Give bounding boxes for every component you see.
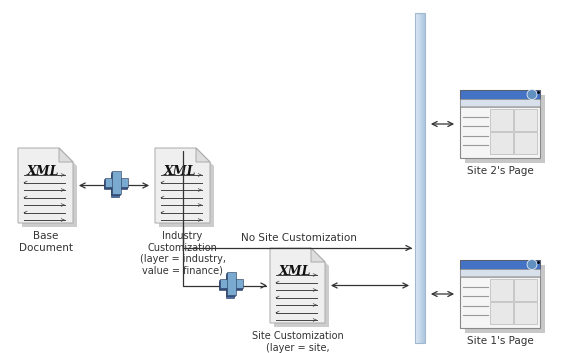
FancyBboxPatch shape [460,90,540,158]
Text: XML: XML [26,165,59,178]
FancyBboxPatch shape [460,260,540,328]
FancyBboxPatch shape [514,132,537,154]
FancyBboxPatch shape [514,279,537,301]
Text: XML: XML [278,265,311,278]
FancyBboxPatch shape [514,109,537,131]
FancyBboxPatch shape [227,273,235,296]
FancyBboxPatch shape [465,95,545,163]
FancyBboxPatch shape [417,13,418,343]
Polygon shape [159,152,214,227]
FancyBboxPatch shape [490,109,513,131]
FancyBboxPatch shape [421,13,422,343]
FancyBboxPatch shape [218,282,242,291]
FancyBboxPatch shape [514,302,537,324]
Polygon shape [196,148,210,162]
FancyBboxPatch shape [225,275,235,298]
Text: XML: XML [163,165,196,178]
FancyBboxPatch shape [419,13,420,343]
Text: No Site Customization: No Site Customization [241,233,356,243]
Text: Site 1's Page: Site 1's Page [467,336,534,346]
FancyBboxPatch shape [423,13,424,343]
Circle shape [527,259,537,269]
FancyBboxPatch shape [490,302,513,324]
FancyBboxPatch shape [490,132,513,154]
Text: Base
Document: Base Document [18,231,72,253]
Polygon shape [18,148,73,223]
FancyBboxPatch shape [104,179,127,188]
FancyBboxPatch shape [465,265,545,333]
Polygon shape [22,152,77,227]
FancyBboxPatch shape [422,13,423,343]
Polygon shape [270,248,325,323]
Polygon shape [274,252,329,327]
FancyBboxPatch shape [104,180,126,190]
FancyBboxPatch shape [420,13,421,343]
FancyBboxPatch shape [112,171,121,194]
Text: Site 2's Page: Site 2's Page [467,166,534,176]
Polygon shape [59,148,73,162]
FancyBboxPatch shape [416,13,417,343]
FancyBboxPatch shape [460,260,540,269]
Text: Industry
Customization
(layer = industry,
value = finance): Industry Customization (layer = industry… [140,231,225,276]
FancyBboxPatch shape [227,272,236,295]
FancyBboxPatch shape [460,90,540,99]
FancyBboxPatch shape [418,13,419,343]
FancyBboxPatch shape [415,13,416,343]
FancyBboxPatch shape [105,178,128,187]
Polygon shape [311,248,325,262]
FancyBboxPatch shape [219,280,242,289]
FancyBboxPatch shape [460,269,540,276]
FancyBboxPatch shape [460,99,540,106]
FancyBboxPatch shape [112,172,120,195]
Text: Site Customization
(layer = site,
value = site1): Site Customization (layer = site, value … [252,331,343,353]
Polygon shape [155,148,210,223]
FancyBboxPatch shape [490,279,513,301]
FancyBboxPatch shape [424,13,425,343]
Circle shape [527,90,537,100]
FancyBboxPatch shape [220,279,243,288]
FancyBboxPatch shape [110,174,120,197]
